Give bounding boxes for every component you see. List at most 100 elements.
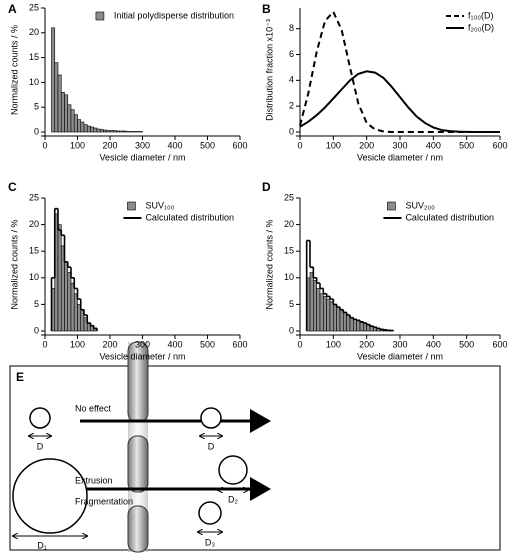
x-tick-label: 600 bbox=[232, 339, 247, 349]
caption: Extrusion bbox=[75, 475, 113, 485]
vesicle bbox=[218, 455, 248, 485]
bar bbox=[64, 261, 69, 332]
bar bbox=[54, 62, 59, 133]
line bbox=[299, 70, 500, 133]
x-tick-label: 100 bbox=[326, 140, 341, 150]
bar bbox=[122, 130, 127, 133]
bar bbox=[73, 293, 78, 332]
y-tick-label: 20 bbox=[284, 219, 294, 229]
legend-swatch bbox=[387, 201, 396, 211]
y-tick-label: 25 bbox=[284, 192, 294, 202]
bar bbox=[309, 272, 314, 332]
x-tick-label: 0 bbox=[42, 339, 47, 349]
legend-label: Initial polydisperse distribution bbox=[114, 10, 234, 20]
bar bbox=[70, 109, 75, 133]
bar bbox=[116, 130, 121, 133]
legend-swatch bbox=[95, 11, 105, 21]
x-tick-label: 400 bbox=[167, 140, 182, 150]
bar bbox=[99, 129, 104, 133]
bar bbox=[93, 127, 98, 133]
y-tick-label: 2 bbox=[289, 101, 294, 111]
bar bbox=[319, 293, 324, 332]
bar bbox=[112, 130, 117, 133]
x-tick-label: 400 bbox=[426, 140, 441, 150]
x-tick-label: 500 bbox=[200, 339, 215, 349]
y-tick-label: 10 bbox=[284, 272, 294, 282]
x-tick-label: 200 bbox=[359, 140, 374, 150]
x-tick-label: 500 bbox=[459, 140, 474, 150]
bar bbox=[333, 304, 337, 332]
panel-label: D bbox=[262, 180, 271, 194]
x-tick-label: 600 bbox=[492, 339, 507, 349]
x-axis-label: Vesicle diameter / nm bbox=[99, 152, 185, 162]
legend-label: Calculated distribution bbox=[405, 212, 494, 222]
bar bbox=[67, 272, 72, 332]
vesicle bbox=[200, 407, 222, 429]
caption: No effect bbox=[75, 403, 111, 413]
y-tick-label: 5 bbox=[34, 299, 39, 309]
x-tick-label: 0 bbox=[297, 339, 302, 349]
panel-label: E bbox=[16, 370, 24, 384]
y-tick-label: 25 bbox=[29, 192, 39, 202]
x-tick-label: 0 bbox=[297, 140, 302, 150]
bar bbox=[323, 296, 327, 332]
y-axis-label: Distribution fraction x10⁻³ bbox=[264, 19, 274, 121]
bar bbox=[90, 126, 95, 133]
y-tick-label: 15 bbox=[29, 52, 39, 62]
bar bbox=[64, 94, 69, 133]
x-tick-label: 200 bbox=[102, 339, 117, 349]
diagram-e: E No effect Extrusion Fragmentation D D … bbox=[9, 341, 501, 553]
x-tick-label: 500 bbox=[459, 339, 474, 349]
y-axis-label: Normalized counts / % bbox=[9, 219, 19, 309]
x-tick-label: 200 bbox=[359, 339, 374, 349]
legend-label: Calculated distribution bbox=[145, 212, 234, 222]
x-tick-label: 600 bbox=[232, 140, 247, 150]
pore-wall bbox=[127, 435, 149, 493]
x-tick-label: 600 bbox=[492, 140, 507, 150]
bar bbox=[80, 121, 85, 133]
bar bbox=[349, 317, 354, 332]
y-tick-label: 5 bbox=[289, 299, 294, 309]
panel-label: C bbox=[8, 180, 17, 194]
bar bbox=[316, 288, 321, 332]
y-tick-label: 8 bbox=[289, 23, 294, 33]
bar bbox=[57, 224, 62, 332]
bar bbox=[336, 306, 341, 332]
y-tick-label: 25 bbox=[29, 2, 39, 12]
bar bbox=[313, 280, 317, 332]
bar bbox=[83, 124, 88, 133]
bar bbox=[103, 129, 108, 133]
x-tick-label: 100 bbox=[326, 339, 341, 349]
legend-label: f₂₀₀(D) bbox=[468, 22, 494, 32]
bar bbox=[73, 114, 78, 133]
pore-wall bbox=[127, 505, 149, 553]
x-tick-label: 200 bbox=[102, 140, 117, 150]
y-tick-label: 0 bbox=[34, 325, 39, 335]
y-tick-label: 10 bbox=[29, 77, 39, 87]
vesicle bbox=[198, 501, 222, 525]
x-tick-label: 500 bbox=[200, 140, 215, 150]
legend-label: SUV₁₀₀ bbox=[145, 200, 174, 210]
vesicle bbox=[29, 407, 51, 429]
y-tick-label: 0 bbox=[289, 126, 294, 136]
legend-swatch bbox=[127, 201, 136, 211]
y-tick-label: 20 bbox=[29, 219, 39, 229]
size-label: D₂ bbox=[228, 494, 238, 504]
bar bbox=[70, 282, 75, 332]
y-tick-label: 15 bbox=[29, 246, 39, 256]
x-axis-label: Vesicle diameter / nm bbox=[357, 152, 443, 162]
x-axis-label: Vesicle diameter / nm bbox=[99, 351, 185, 361]
panel-frame bbox=[9, 365, 501, 551]
x-axis-label: Vesicle diameter / nm bbox=[357, 351, 443, 361]
size-label: D₁ bbox=[37, 540, 47, 550]
x-tick-label: 300 bbox=[392, 339, 407, 349]
y-tick-label: 4 bbox=[289, 75, 294, 85]
y-tick-label: 6 bbox=[289, 49, 294, 59]
bar bbox=[77, 119, 82, 133]
y-tick-label: 0 bbox=[289, 325, 294, 335]
caption: Fragmentation bbox=[75, 496, 133, 506]
x-tick-label: 100 bbox=[70, 140, 85, 150]
y-tick-label: 15 bbox=[284, 246, 294, 256]
